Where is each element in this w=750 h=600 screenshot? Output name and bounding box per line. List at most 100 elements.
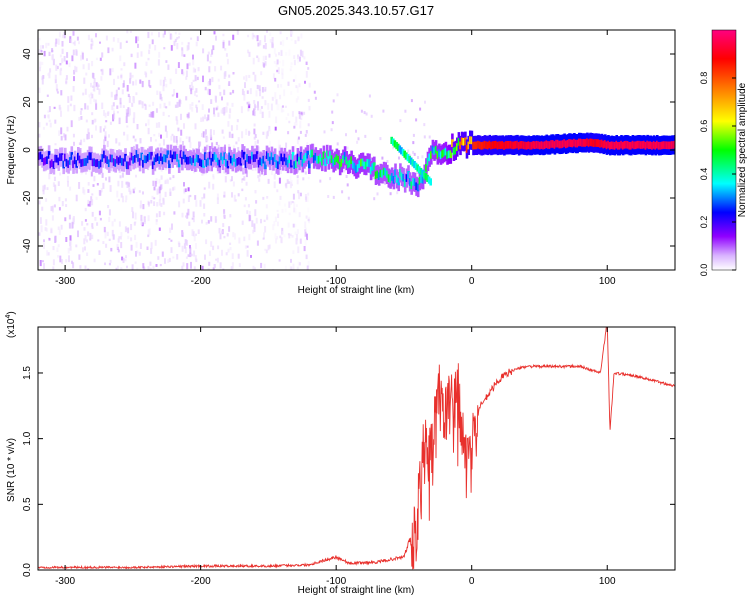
noise-cell [167, 259, 170, 263]
signal-cell [49, 160, 52, 169]
noise-cell [202, 116, 205, 122]
signal-cell [277, 161, 280, 170]
noise-cell [117, 87, 120, 90]
noise-cell [297, 190, 300, 194]
noise-cell [164, 79, 167, 82]
noise-cell [43, 114, 46, 119]
noise-cell [123, 80, 125, 88]
noise-cell [343, 169, 346, 173]
signal-cell [47, 151, 51, 159]
signal-cell [174, 151, 178, 160]
signal-cell [127, 161, 131, 170]
noise-cell [289, 181, 292, 189]
noise-cell [124, 258, 127, 262]
snr-x-tick-label: -100 [326, 576, 346, 587]
noise-cell [222, 268, 225, 270]
signal-cell [633, 141, 636, 150]
noise-cell [57, 244, 60, 248]
noise-cell [154, 139, 157, 142]
noise-cell [158, 199, 161, 206]
signal-cell [186, 156, 189, 165]
signal-cell [449, 150, 453, 159]
signal-cell [93, 158, 96, 167]
noise-cell [247, 34, 250, 38]
noise-cell [189, 252, 192, 258]
noise-cell [252, 71, 255, 75]
signal-cell [540, 141, 544, 149]
noise-cell [247, 204, 250, 208]
signal-cell [379, 169, 383, 178]
signal-cell [233, 154, 236, 162]
noise-cell [296, 86, 299, 93]
noise-cell [262, 45, 265, 49]
noise-cell [185, 239, 188, 246]
noise-cell [90, 82, 92, 88]
spectrogram-y-axis-label: Frequency (Hz) [6, 116, 17, 185]
signal-cell [514, 141, 518, 149]
colorbar-ticks: 0.00.20.40.60.8 [699, 72, 736, 276]
noise-cell [278, 201, 281, 206]
noise-cell [206, 54, 209, 62]
noise-cell [50, 206, 53, 212]
signal-cell [106, 156, 109, 164]
noise-cell [213, 264, 216, 269]
noise-cell [75, 194, 78, 202]
noise-cell [186, 212, 189, 219]
noise-cell [195, 168, 198, 172]
noise-cell [188, 136, 191, 143]
noise-cell [229, 242, 232, 245]
noise-cell [71, 221, 74, 229]
noise-cell [368, 94, 371, 98]
noise-cell [285, 117, 288, 120]
noise-cell [230, 266, 233, 270]
signal-cell [392, 138, 395, 146]
noise-cell [212, 174, 215, 178]
noise-cell [131, 74, 134, 78]
signal-cell [563, 139, 566, 147]
noise-cell [246, 210, 249, 214]
noise-cell [396, 191, 399, 195]
signal-cell [255, 151, 259, 159]
noise-cell [88, 94, 91, 98]
signal-cell [171, 154, 174, 163]
noise-cell [412, 150, 415, 154]
noise-cell [190, 253, 193, 257]
noise-cell [126, 265, 128, 269]
noise-cell [138, 190, 141, 193]
noise-cell [305, 71, 308, 78]
noise-cell [178, 145, 181, 148]
signal-cell [272, 157, 275, 165]
noise-cell [128, 96, 131, 103]
noise-cell [253, 100, 256, 104]
noise-cell [257, 101, 259, 108]
signal-cell [306, 150, 309, 159]
signal-cell [254, 154, 257, 162]
signal-cell [55, 154, 59, 163]
noise-cell [308, 82, 311, 88]
noise-cell [72, 216, 75, 223]
noise-cell [231, 133, 234, 139]
noise-cell [373, 197, 376, 201]
noise-cell [300, 33, 303, 39]
noise-cell [287, 222, 290, 228]
noise-cell [38, 87, 41, 93]
noise-cell [187, 45, 190, 51]
noise-cell [245, 128, 248, 135]
noise-cell [88, 166, 91, 172]
noise-cell [122, 105, 125, 108]
noise-cell [87, 268, 90, 270]
noise-cell [104, 125, 107, 129]
noise-cell [298, 111, 301, 115]
noise-cell [56, 88, 59, 92]
noise-cell [210, 134, 212, 138]
signal-cell [444, 147, 448, 156]
noise-cell [94, 118, 97, 122]
signal-cell [667, 141, 670, 150]
signal-cell [529, 141, 532, 150]
noise-cell [296, 266, 299, 270]
noise-cell [306, 265, 309, 270]
noise-cell [277, 213, 280, 218]
noise-cell [85, 171, 87, 175]
noise-cell [225, 252, 228, 256]
noise-cell [146, 246, 149, 250]
